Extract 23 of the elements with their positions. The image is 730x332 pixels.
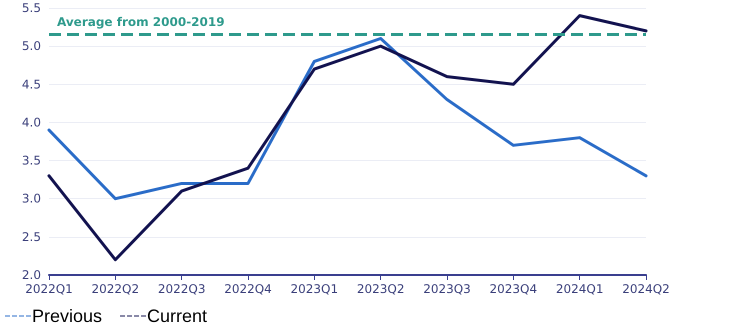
x-tick-label: 2022Q3	[158, 282, 206, 296]
y-tick-label: 3.0	[22, 192, 41, 206]
x-tick-label: 2023Q1	[290, 282, 338, 296]
y-tick-label: 4.0	[22, 115, 41, 130]
legend-label: Previous	[32, 306, 102, 326]
y-tick-label: 2.0	[22, 268, 41, 282]
line-series	[48, 14, 648, 262]
x-tick-label: 2023Q2	[356, 282, 404, 296]
legend-label: Current	[147, 306, 208, 326]
y-tick-label: 5.0	[22, 39, 41, 54]
y-tick-label: 4.5	[22, 77, 41, 92]
x-tick-label: 2023Q3	[423, 282, 471, 296]
x-tick-label: 2024Q1	[556, 282, 604, 296]
y-tick-label: 2.5	[22, 230, 41, 244]
y-tick-label: 5.5	[22, 1, 41, 15]
ref-line-label: Average from 2000-2019	[57, 14, 225, 29]
x-tick-label: 2024Q2	[622, 282, 670, 296]
line-series	[48, 37, 648, 200]
x-tick-label: 2023Q4	[490, 282, 538, 296]
x-tick-label: 2022Q2	[92, 282, 140, 296]
x-tick-label: 2022Q4	[224, 282, 272, 296]
x-tick-label: 2022Q1	[25, 282, 73, 296]
y-tick-label: 3.5	[22, 154, 41, 168]
